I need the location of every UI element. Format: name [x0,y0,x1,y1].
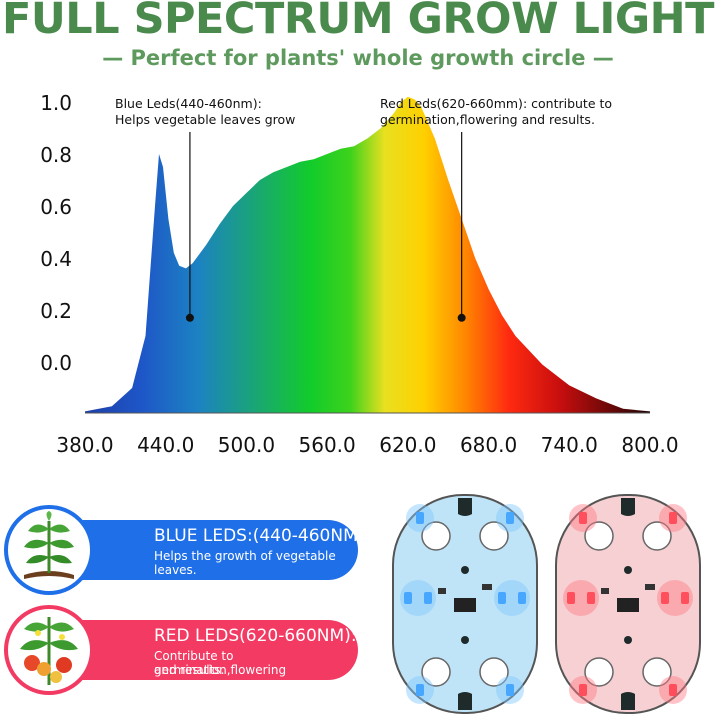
x-tick-label: 620.0 [379,433,436,457]
x-tick-label: 560.0 [299,433,356,457]
annotation-text: germination,flowering and results. [380,112,595,127]
x-tick-label: 380.0 [56,433,113,457]
red-led-board [555,494,701,714]
x-tick-label: 440.0 [137,433,194,457]
red-leds-description-line2: and results. [154,663,225,677]
blue-leds-heading: BLUE LEDS:(440-460NM): [154,526,371,546]
annotation-text: Blue Leds(440-460nm): [115,96,262,111]
x-tick-label: 500.0 [218,433,275,457]
page-title: FULL SPECTRUM GROW LIGHT [2,0,714,44]
x-tick-label: 740.0 [541,433,598,457]
tomato-plant-icon [20,617,78,685]
y-tick-label: 0.6 [40,195,72,219]
annotation-text: Helps vegetable leaves grow [115,112,295,127]
blue-led-board [392,494,538,714]
annotation-dot [457,313,466,322]
red-card-icon-frame [4,605,94,695]
red-leds-card: RED LEDS(620-660NM): Contribute to germi… [52,620,358,680]
blue-card-icon-frame [4,505,94,595]
annotation-text: Red Leds(620-660mm): contribute to [380,96,612,111]
spectrum-chart: 1.0 0.8 0.6 0.4 0.2 0.0 380.0 440.0 500.0 560.0 6… [40,91,678,457]
red-leds-description-line1: Contribute to germination,flowering [154,649,287,677]
annotation-dot [185,313,194,322]
y-tick-label: 0.0 [40,351,72,375]
spectrum-area [85,96,650,414]
y-tick-label: 0.2 [40,299,72,323]
y-tick-label: 0.8 [40,143,72,167]
seedling-icon [24,511,74,579]
blue-leds-card: BLUE LEDS:(440-460NM): Helps the growth … [52,520,370,580]
y-tick-label: 0.4 [40,247,72,271]
y-tick-label: 1.0 [40,91,72,115]
page-subtitle: — Perfect for plants' whole growth circl… [102,46,614,70]
x-tick-label: 800.0 [621,433,678,457]
blue-leds-description: Helps the growth of vegetable leaves. [154,549,336,577]
red-leds-heading: RED LEDS(620-660NM): [154,626,357,646]
x-tick-label: 680.0 [460,433,517,457]
